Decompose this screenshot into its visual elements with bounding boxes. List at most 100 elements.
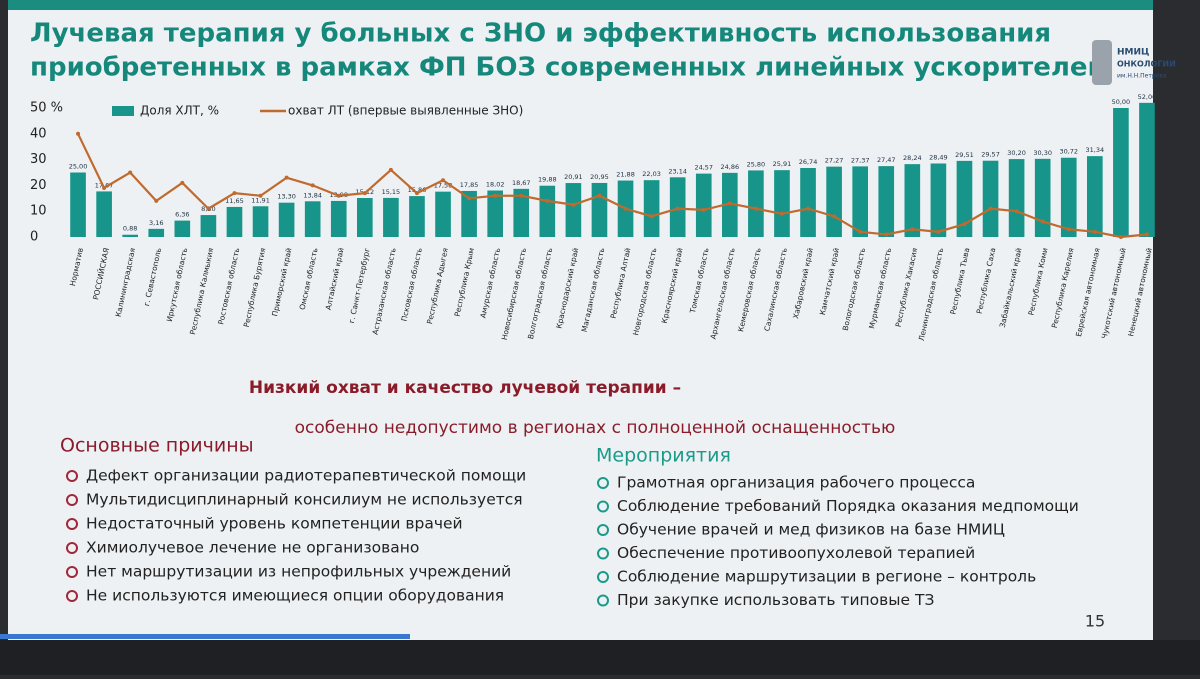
- line-point: [597, 193, 602, 198]
- line-point: [779, 211, 784, 216]
- bar: [148, 228, 165, 237]
- line-point: [493, 193, 498, 198]
- y-tick-label: 30: [30, 152, 47, 167]
- value-label: 25,80: [747, 160, 766, 168]
- value-label: 30,30: [1033, 149, 1052, 157]
- line-point: [284, 175, 289, 180]
- value-label: 21,88: [616, 171, 635, 179]
- value-label: 18,02: [486, 181, 505, 189]
- line-point: [1118, 235, 1123, 239]
- line-point: [623, 206, 628, 211]
- bar: [982, 160, 999, 237]
- value-label: 17,67: [95, 181, 114, 189]
- bar: [96, 191, 112, 237]
- bar: [1113, 108, 1129, 237]
- value-label: 15,86: [408, 186, 427, 194]
- value-label: 6,36: [175, 211, 189, 219]
- line-point: [884, 232, 889, 237]
- bar: [1087, 156, 1103, 237]
- line-point: [1066, 227, 1071, 232]
- y-tick-label: 20: [30, 178, 47, 193]
- measure-item: Обеспечение противоопухолевой терапией: [617, 544, 975, 562]
- line-point: [180, 180, 185, 185]
- bar: [1008, 159, 1025, 237]
- bar: [252, 206, 269, 237]
- bar: [383, 197, 399, 237]
- line-point: [936, 229, 941, 234]
- reason-item: Дефект организации радиотерапевтической …: [86, 467, 526, 485]
- line-point: [727, 201, 732, 206]
- value-label: 26,74: [799, 158, 818, 166]
- line-point: [388, 167, 393, 172]
- measure-item: При закупке использовать типовые ТЗ: [617, 591, 934, 609]
- line: [77, 133, 1148, 239]
- bar: [435, 191, 451, 237]
- title: приобретенных в рамках ФП БОЗ современны…: [30, 53, 1106, 83]
- bar: [1034, 158, 1051, 237]
- measures-title: Мероприятия: [596, 445, 731, 467]
- value-label: 22,03: [642, 170, 661, 178]
- value-label: 30,72: [1059, 148, 1078, 156]
- bar: [800, 168, 816, 237]
- value-label: 0,88: [123, 225, 137, 233]
- bar: [643, 180, 660, 237]
- value-label: 29,57: [981, 151, 1000, 159]
- legend-swatch: [112, 106, 134, 116]
- value-label: 3,16: [149, 219, 163, 227]
- bullet: [66, 518, 78, 530]
- bar: [70, 172, 86, 237]
- value-label: 17,85: [460, 181, 479, 189]
- bar: [330, 200, 347, 237]
- callout: особенно недопустимо в регионах с полноц…: [295, 418, 896, 438]
- measure-item: Обучение врачей и мед физиков на базе НМ…: [617, 521, 1005, 539]
- bar: [956, 160, 973, 237]
- bar: [487, 190, 503, 237]
- bar: [278, 202, 295, 237]
- page-number: 15: [1085, 612, 1105, 631]
- measure-item: Соблюдение требований Порядка оказания м…: [617, 497, 1079, 515]
- value-label: 18,67: [512, 179, 531, 187]
- bar: [357, 197, 373, 237]
- bullet: [597, 500, 609, 513]
- bar: [591, 182, 608, 237]
- bullet: [66, 470, 78, 482]
- measure-item: Грамотная организация рабочего процесса: [617, 474, 975, 492]
- logo-text: ОНКОЛОГИИ: [1117, 60, 1176, 69]
- line-point: [336, 193, 341, 198]
- value-label: 11,65: [225, 197, 244, 205]
- value-label: 30,20: [1007, 149, 1026, 157]
- value-label: 20,91: [564, 173, 583, 181]
- line-point: [753, 206, 758, 211]
- bar: [1060, 157, 1077, 237]
- bar: [695, 173, 712, 237]
- measure-item: Соблюдение маршрутизации в регионе – кон…: [617, 568, 1036, 586]
- y-tick-label: 10: [30, 204, 47, 219]
- line-point: [519, 193, 524, 198]
- value-label: 27,27: [825, 157, 844, 165]
- line-point: [1144, 232, 1149, 237]
- bar: [513, 188, 530, 237]
- bar: [904, 164, 921, 237]
- value-label: 31,34: [1086, 146, 1105, 154]
- reason-item: Не используются имеющиеся опции оборудов…: [86, 587, 504, 605]
- line-point: [910, 227, 915, 232]
- reason-item: Нет маршрутизации из непрофильных учрежд…: [86, 563, 511, 581]
- line-point: [962, 222, 967, 227]
- value-label: 27,47: [877, 156, 896, 164]
- slide: [8, 0, 1153, 640]
- bar: [1139, 102, 1155, 237]
- reasons-title: Основные причины: [60, 435, 254, 457]
- line-point: [362, 191, 367, 196]
- logo-text: НМИЦ: [1117, 48, 1149, 58]
- reason-item: Химиолучевое лечение не организовано: [86, 539, 419, 557]
- bar: [226, 206, 243, 237]
- bullet: [597, 547, 609, 560]
- line-point: [1014, 209, 1019, 214]
- value-label: 20,95: [590, 173, 609, 181]
- value-label: 19,88: [538, 176, 557, 184]
- value-label: 52,00: [1138, 93, 1157, 101]
- line-point: [441, 178, 446, 183]
- taskbar: [0, 640, 1200, 675]
- value-label: 13,30: [277, 193, 296, 201]
- bar: [774, 170, 790, 237]
